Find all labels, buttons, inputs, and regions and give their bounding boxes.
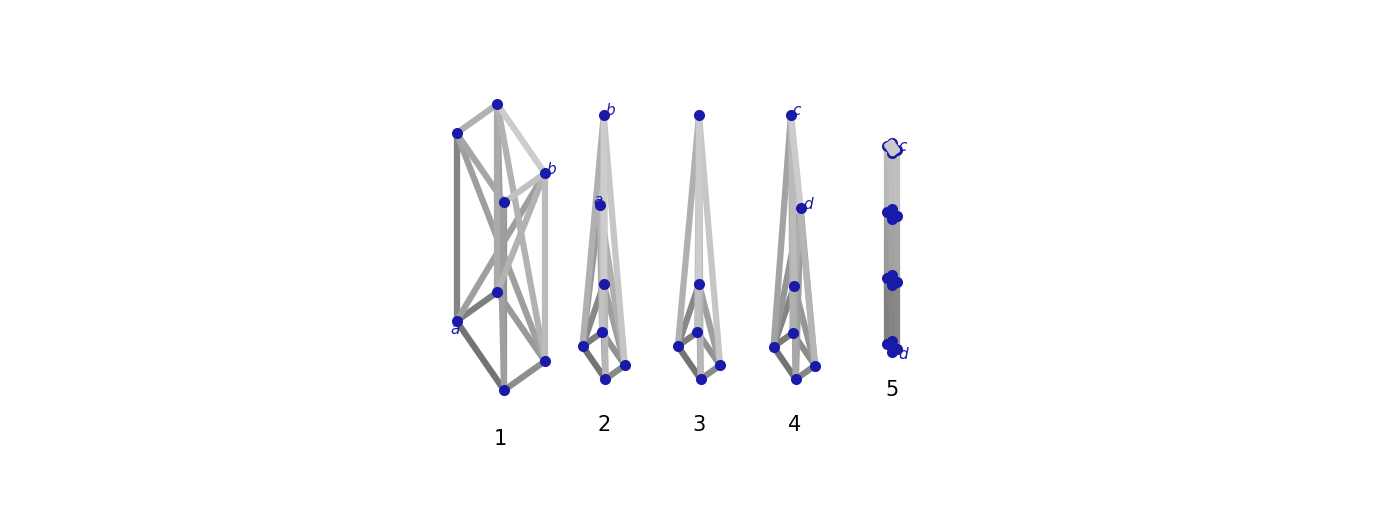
Text: c: c (793, 102, 801, 118)
Text: 1: 1 (493, 429, 507, 449)
Text: 4: 4 (787, 415, 801, 435)
Text: b: b (547, 162, 556, 177)
Text: 2: 2 (597, 415, 611, 435)
Text: a: a (594, 193, 603, 209)
Text: d: d (802, 197, 812, 212)
Text: d: d (899, 347, 909, 362)
Text: b: b (605, 102, 615, 118)
Text: c: c (899, 139, 907, 153)
Text: a: a (450, 321, 460, 337)
Text: 3: 3 (692, 415, 706, 435)
Text: 5: 5 (885, 380, 899, 400)
